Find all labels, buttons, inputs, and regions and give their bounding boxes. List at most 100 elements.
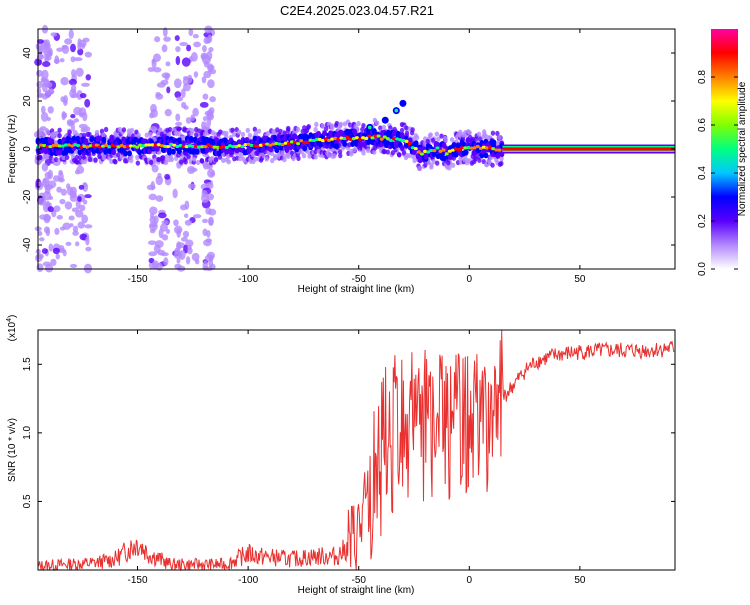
heatmap-speckle (36, 80, 44, 89)
spectrogram-heatmap (33, 24, 675, 274)
heatmap-halo (144, 132, 150, 138)
heatmap-halo (61, 154, 66, 161)
heatmap-halo (329, 123, 335, 129)
x-tick-label: 50 (574, 575, 586, 586)
heatmap-speckle (161, 220, 169, 225)
heatmap-halo (361, 123, 366, 129)
heatmap-halo (158, 127, 163, 133)
heatmap-speckle (185, 117, 192, 124)
heatmap-ridge-core (382, 135, 387, 139)
heatmap-ridge-core (444, 152, 449, 156)
spectrogram-y-ticks: -40 -20 0 20 40 (22, 47, 675, 252)
heatmap-halo (94, 129, 100, 136)
heatmap-ridge-body (292, 133, 298, 140)
heatmap-ridge-core (131, 144, 136, 148)
heatmap-ridge-body (194, 148, 200, 155)
heatmap-halo (247, 132, 253, 139)
heatmap-ridge-core (330, 137, 335, 141)
heatmap-ridge-core (184, 145, 189, 149)
heatmap-ridge-core (265, 142, 270, 146)
heatmap-halo (407, 153, 412, 159)
snr-panel: -150 -100 -50 0 50 0.5 1.0 1.5 Height of strai… (6, 315, 676, 596)
y-tick-label: -40 (22, 237, 33, 252)
spectrogram-y-axis-label: Frequency (Hz) (7, 115, 18, 184)
heatmap-halo (372, 149, 377, 155)
heatmap-ridge-core (286, 142, 291, 146)
y-tick-label: -20 (22, 189, 33, 204)
heatmap-halo (337, 149, 343, 155)
heatmap-halo (338, 153, 343, 159)
heatmap-ridge-body (491, 139, 497, 146)
heatmap-ridge-core (169, 142, 174, 146)
heatmap-halo (285, 128, 291, 134)
heatmap-speckle (180, 88, 186, 98)
heatmap-speckle (79, 233, 88, 241)
heatmap-halo (189, 131, 194, 137)
heatmap-speckle (76, 165, 85, 174)
heatmap-halo (467, 130, 472, 136)
heatmap-speckle (77, 42, 82, 50)
heatmap-halo (186, 153, 191, 159)
heatmap-ridge-core (252, 144, 257, 148)
heatmap-ridge-core (404, 139, 409, 143)
heatmap-halo (155, 132, 161, 138)
heatmap-halo (256, 128, 262, 134)
heatmap-halo (213, 157, 219, 163)
heatmap-speckle (154, 240, 164, 248)
heatmap-speckle (204, 254, 214, 262)
heatmap-speckle (44, 171, 52, 179)
heatmap-ridge-body (302, 145, 308, 152)
heatmap-ridge-core (231, 145, 236, 149)
heatmap-speckle (205, 181, 214, 190)
heatmap-speckle (155, 195, 164, 202)
heatmap-halo (236, 129, 242, 135)
heatmap-speckle (207, 79, 215, 89)
heatmap-halo (128, 157, 134, 164)
heatmap-speckle (81, 214, 89, 224)
heatmap-halo (434, 131, 440, 137)
heatmap-halo (385, 149, 391, 155)
heatmap-halo (265, 130, 271, 136)
heatmap-halo (430, 137, 435, 143)
heatmap-speckle (199, 101, 209, 108)
heatmap-ridge-core (166, 144, 171, 149)
heatmap-speckle (70, 43, 76, 53)
heatmap-halo (476, 131, 482, 137)
heatmap-speckle (182, 77, 189, 86)
snr-x-ticks: -150 -100 -50 0 50 (128, 330, 586, 586)
heatmap-ridge-core (435, 146, 440, 150)
heatmap-speckle (202, 218, 209, 224)
heatmap-speckle (78, 184, 85, 190)
heatmap-speckle (206, 229, 211, 238)
heatmap-ridge-core (113, 144, 118, 148)
heatmap-ridge-core (395, 137, 400, 141)
heatmap-speckle (75, 67, 84, 77)
heatmap-ridge-core (373, 134, 378, 138)
heatmap-speckle (174, 35, 180, 41)
heatmap-speckle (70, 123, 76, 132)
heatmap-halo (183, 159, 188, 165)
heatmap-ridge-core (268, 143, 273, 147)
heatmap-speckle (61, 44, 68, 50)
heatmap-ridge-core (342, 136, 347, 141)
heatmap-ridge-core (141, 144, 146, 148)
heatmap-ridge-core (327, 138, 332, 142)
heatmap-halo (397, 152, 402, 158)
heatmap-halo (390, 150, 396, 156)
heatmap-halo (182, 126, 187, 132)
heatmap-speckle (174, 263, 182, 270)
heatmap-ridge-core (311, 138, 316, 143)
heatmap-ridge-core (320, 138, 325, 143)
heatmap-speckle (61, 110, 66, 121)
y-tick-label: 0 (22, 146, 33, 152)
heatmap-halo (166, 131, 171, 138)
heatmap-ridge-core (60, 144, 65, 148)
heatmap-ridge-core (125, 144, 130, 148)
heatmap-ridge-core (218, 145, 223, 150)
heatmap-halo (195, 159, 201, 166)
heatmap-ridge-core (441, 148, 446, 152)
heatmap-halo (57, 132, 62, 139)
heatmap-speckle (172, 188, 178, 199)
heatmap-speckle (53, 58, 60, 64)
heatmap-ridge-core (48, 145, 53, 149)
